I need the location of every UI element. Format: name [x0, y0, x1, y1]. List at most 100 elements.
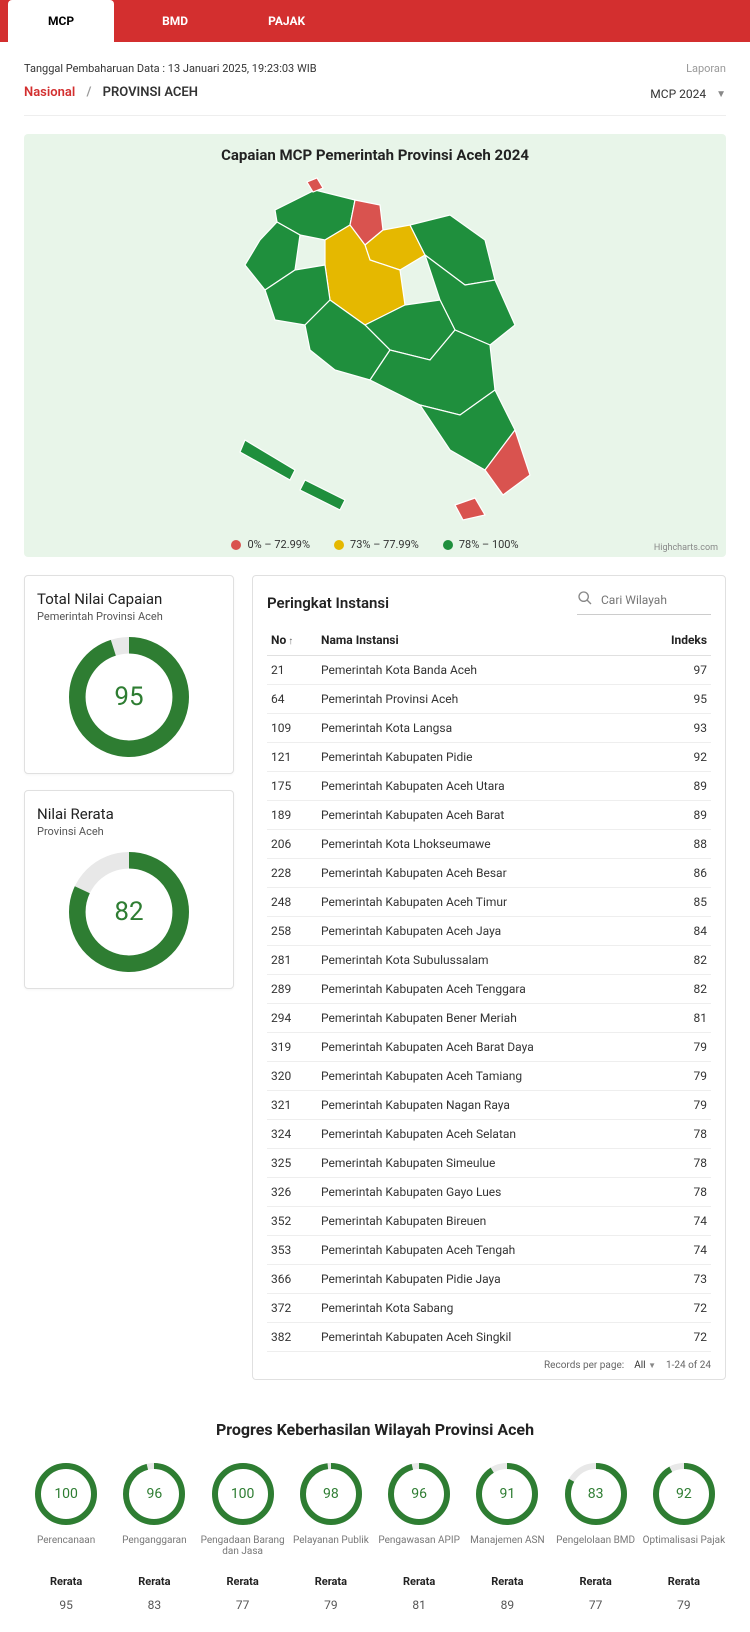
cell-no: 324	[267, 1120, 317, 1149]
progress-item[interactable]: 100PerencanaanRerata95	[24, 1463, 108, 1612]
table-row[interactable]: 326Pemerintah Kabupaten Gayo Lues78	[267, 1178, 711, 1207]
map-container[interactable]	[32, 170, 718, 530]
table-row[interactable]: 189Pemerintah Kabupaten Aceh Barat89	[267, 801, 711, 830]
cell-no: 64	[267, 685, 317, 714]
tab-mcp[interactable]: MCP	[8, 0, 114, 42]
progress-rerata-value: 95	[24, 1598, 108, 1612]
cell-indeks: 78	[651, 1120, 711, 1149]
tab-bmd[interactable]: BMD	[122, 0, 228, 42]
progress-item[interactable]: 96Pengawasan APIPRerata81	[377, 1463, 461, 1612]
col-indeks[interactable]: Indeks	[651, 625, 711, 656]
progress-donut: 96	[123, 1463, 185, 1525]
table-row[interactable]: 320Pemerintah Kabupaten Aceh Tamiang79	[267, 1062, 711, 1091]
progress-label: Pengelolaan BMD	[554, 1535, 638, 1569]
cell-no: 319	[267, 1033, 317, 1062]
average-donut: 82	[69, 852, 189, 972]
table-row[interactable]: 258Pemerintah Kabupaten Aceh Jaya84	[267, 917, 711, 946]
progress-rerata-value: 83	[112, 1598, 196, 1612]
breadcrumb-region: PROVINSI ACEH	[103, 85, 198, 100]
progress-section: Progres Keberhasilan Wilayah Provinsi Ac…	[24, 1420, 726, 1612]
table-row[interactable]: 281Pemerintah Kota Subulussalam82	[267, 946, 711, 975]
col-no[interactable]: No↑	[267, 625, 317, 656]
table-row[interactable]: 289Pemerintah Kabupaten Aceh Tenggara82	[267, 975, 711, 1004]
cell-nama: Pemerintah Kota Subulussalam	[317, 946, 651, 975]
map-region[interactable]	[307, 178, 323, 192]
table-row[interactable]: 109Pemerintah Kota Langsa93	[267, 714, 711, 743]
progress-label: Manajemen ASN	[465, 1535, 549, 1569]
period-select[interactable]: MCP 2024 ▼	[650, 87, 726, 101]
cell-no: 325	[267, 1149, 317, 1178]
progress-item[interactable]: 100Pengadaan Barang dan JasaRerata77	[201, 1463, 285, 1612]
legend-item[interactable]: 78% – 100%	[443, 538, 519, 551]
page-size-select[interactable]: All ▼	[634, 1360, 656, 1371]
cell-nama: Pemerintah Kabupaten Pidie	[317, 743, 651, 772]
table-row[interactable]: 206Pemerintah Kota Lhokseumawe88	[267, 830, 711, 859]
cell-indeks: 82	[651, 946, 711, 975]
map-region[interactable]	[455, 498, 485, 520]
cell-no: 281	[267, 946, 317, 975]
search-box[interactable]	[577, 590, 711, 615]
progress-label: Perencanaan	[24, 1535, 108, 1569]
map-region[interactable]	[300, 480, 345, 510]
total-score-card: Total Nilai Capaian Pemerintah Provinsi …	[24, 575, 234, 774]
ranking-card: Peringkat Instansi No↑ Nama Instansi Ind…	[252, 575, 726, 1380]
cell-nama: Pemerintah Kabupaten Aceh Tamiang	[317, 1062, 651, 1091]
search-input[interactable]	[601, 593, 711, 607]
table-row[interactable]: 319Pemerintah Kabupaten Aceh Barat Daya7…	[267, 1033, 711, 1062]
progress-item[interactable]: 98Pelayanan PublikRerata79	[289, 1463, 373, 1612]
progress-rerata-header: Rerata	[24, 1575, 108, 1588]
cell-indeks: 73	[651, 1265, 711, 1294]
table-row[interactable]: 325Pemerintah Kabupaten Simeulue78	[267, 1149, 711, 1178]
table-row[interactable]: 372Pemerintah Kota Sabang72	[267, 1294, 711, 1323]
cell-no: 258	[267, 917, 317, 946]
table-row[interactable]: 353Pemerintah Kabupaten Aceh Tengah74	[267, 1236, 711, 1265]
cell-indeks: 84	[651, 917, 711, 946]
progress-item[interactable]: 91Manajemen ASNRerata89	[465, 1463, 549, 1612]
records-label: Records per page:	[544, 1360, 624, 1371]
table-row[interactable]: 294Pemerintah Kabupaten Bener Meriah81	[267, 1004, 711, 1033]
cell-indeks: 85	[651, 888, 711, 917]
cell-indeks: 79	[651, 1033, 711, 1062]
table-row[interactable]: 175Pemerintah Kabupaten Aceh Utara89	[267, 772, 711, 801]
breadcrumb-national[interactable]: Nasional	[24, 85, 75, 100]
cell-nama: Pemerintah Kabupaten Bener Meriah	[317, 1004, 651, 1033]
cell-no: 228	[267, 859, 317, 888]
progress-item[interactable]: 83Pengelolaan BMDRerata77	[554, 1463, 638, 1612]
table-row[interactable]: 382Pemerintah Kabupaten Aceh Singkil72	[267, 1323, 711, 1352]
progress-item[interactable]: 96PenganggaranRerata83	[112, 1463, 196, 1612]
cell-nama: Pemerintah Kabupaten Aceh Tengah	[317, 1236, 651, 1265]
legend-item[interactable]: 73% – 77.99%	[334, 538, 419, 551]
card-title: Nilai Rerata	[37, 805, 221, 823]
progress-rerata-header: Rerata	[289, 1575, 373, 1588]
progress-rerata-value: 77	[201, 1598, 285, 1612]
cell-indeks: 78	[651, 1178, 711, 1207]
map-region[interactable]	[240, 440, 295, 480]
map-region[interactable]	[410, 215, 495, 285]
cell-no: 326	[267, 1178, 317, 1207]
table-row[interactable]: 352Pemerintah Kabupaten Bireuen74	[267, 1207, 711, 1236]
table-row[interactable]: 321Pemerintah Kabupaten Nagan Raya79	[267, 1091, 711, 1120]
table-row[interactable]: 228Pemerintah Kabupaten Aceh Besar86	[267, 859, 711, 888]
table-row[interactable]: 366Pemerintah Kabupaten Pidie Jaya73	[267, 1265, 711, 1294]
legend-item[interactable]: 0% – 72.99%	[231, 538, 310, 551]
cell-indeks: 93	[651, 714, 711, 743]
tab-pajak[interactable]: PAJAK	[228, 0, 345, 42]
progress-rerata-value: 89	[465, 1598, 549, 1612]
table-row[interactable]: 324Pemerintah Kabupaten Aceh Selatan78	[267, 1120, 711, 1149]
cell-indeks: 88	[651, 830, 711, 859]
page-range: 1-24 of 24	[666, 1360, 711, 1371]
cell-no: 248	[267, 888, 317, 917]
table-row[interactable]: 121Pemerintah Kabupaten Pidie92	[267, 743, 711, 772]
table-row[interactable]: 248Pemerintah Kabupaten Aceh Timur85	[267, 888, 711, 917]
progress-item[interactable]: 92Optimalisasi PajakRerata79	[642, 1463, 726, 1612]
legend-label: 0% – 72.99%	[247, 538, 310, 551]
table-row[interactable]: 21Pemerintah Kota Banda Aceh97	[267, 656, 711, 685]
cell-no: 321	[267, 1091, 317, 1120]
table-row[interactable]: 64Pemerintah Provinsi Aceh95	[267, 685, 711, 714]
report-link[interactable]: Laporan	[650, 62, 726, 75]
col-nama[interactable]: Nama Instansi	[317, 625, 651, 656]
cell-indeks: 89	[651, 801, 711, 830]
cell-indeks: 81	[651, 1004, 711, 1033]
progress-rerata-value: 77	[554, 1598, 638, 1612]
cell-nama: Pemerintah Kabupaten Aceh Barat Daya	[317, 1033, 651, 1062]
